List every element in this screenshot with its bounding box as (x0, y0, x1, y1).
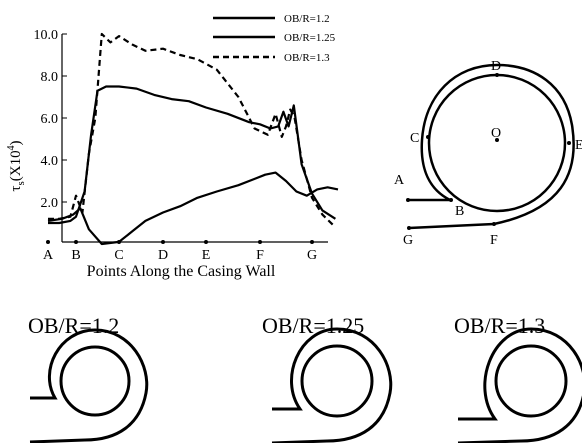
x-tick-label: C (114, 248, 123, 263)
y-axis-label: τs(X104) (6, 140, 27, 191)
y-axis-label-symbol: τ (8, 186, 24, 192)
thumbnail-ob-r-1-2 (29, 328, 149, 443)
thumbnail-1-outer (29, 328, 149, 443)
schematic-label-b: B (455, 204, 464, 219)
y-axis-label-exponent: 4 (6, 145, 17, 150)
thumbnail-1-inner (59, 345, 131, 417)
casing-inner-wall (427, 73, 567, 213)
series-lines (47, 32, 339, 246)
x-axis-label: Points Along the Casing Wall (87, 263, 276, 280)
thumbnail-3-outer (457, 327, 582, 443)
x-tick-label: F (256, 248, 264, 263)
center-point-o (495, 138, 499, 142)
caption-ob-r-1-2: OB/R=1.2 (28, 313, 120, 338)
thumbnail-2-inner (300, 344, 374, 418)
thumbnail-ob-r-1-25 (271, 327, 393, 443)
x-tick-label: B (71, 248, 80, 263)
x-tick-marker (310, 240, 314, 244)
point-c-marker (426, 135, 430, 139)
schematic-label-g: G (403, 233, 413, 248)
y-axis-label-unit: (X10 (8, 150, 24, 181)
schematic-points (406, 73, 571, 230)
chart-axes (61, 34, 328, 243)
point-d-marker (495, 73, 499, 77)
y-tick-label: 6.0 (41, 112, 59, 127)
thumbnail-ob-r-1-3 (457, 327, 582, 443)
casing-schematic: A B C D E F G O (394, 59, 582, 248)
point-a-marker (406, 198, 410, 202)
y-axis-label-close: ) (8, 140, 24, 145)
x-tick-marker (204, 240, 208, 244)
schematic-label-o: O (491, 126, 501, 141)
legend-label-2: OB/R=1.25 (284, 32, 336, 44)
x-tick-label: E (202, 248, 211, 263)
y-axis-label-subscript: s (15, 181, 27, 185)
thumbnail-2-outer (271, 327, 393, 443)
x-tick-label: A (43, 248, 54, 263)
y-tick-label: 4.0 (41, 154, 59, 169)
caption-ob-r-1-25: OB/R=1.25 (262, 313, 365, 338)
schematic-label-e: E (575, 138, 582, 153)
chart-legend: OB/R=1.2 OB/R=1.25 OB/R=1.3 (213, 13, 336, 64)
series-line-3 (48, 32, 337, 228)
x-axis-ticks: A B C D E F G (43, 240, 317, 263)
y-axis-ticks: 2.0 4.0 6.0 8.0 10.0 (34, 28, 67, 211)
x-tick-label: D (158, 248, 168, 263)
x-tick-marker (46, 240, 50, 244)
schematic-label-f: F (490, 233, 498, 248)
point-g-marker (407, 226, 411, 230)
x-tick-marker (258, 240, 262, 244)
series-line-1 (47, 171, 339, 246)
schematic-label-c: C (410, 131, 419, 146)
x-tick-label: G (307, 248, 317, 263)
schematic-label-d: D (491, 59, 501, 74)
point-b-marker (449, 198, 453, 202)
caption-ob-r-1-3: OB/R=1.3 (454, 313, 546, 338)
point-f-marker (492, 222, 496, 226)
thumbnail-3-inner (494, 344, 568, 418)
y-tick-label: 2.0 (41, 196, 59, 211)
legend-label-3: OB/R=1.3 (284, 52, 330, 64)
x-tick-marker (74, 240, 78, 244)
point-e-marker (567, 141, 571, 145)
y-tick-label: 8.0 (41, 70, 59, 85)
schematic-label-a: A (394, 173, 405, 188)
y-tick-label: 10.0 (34, 28, 59, 43)
casing-outer-wall (408, 63, 575, 230)
geometry-thumbnails (29, 327, 582, 443)
legend-label-1: OB/R=1.2 (284, 13, 330, 25)
x-tick-marker (161, 240, 165, 244)
series-line-2 (48, 85, 336, 225)
